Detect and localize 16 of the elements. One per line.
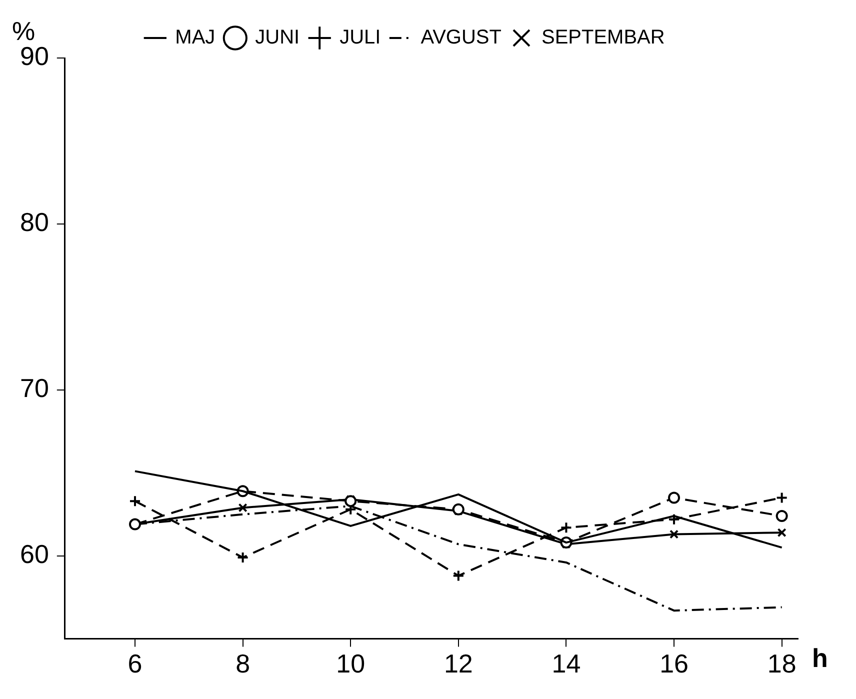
x-tick-label: 12 [444,648,473,679]
legend-label: SEPTEMBAR [541,26,665,49]
x-tick-label: 14 [552,648,581,679]
legend-label: AVGUST [420,26,502,49]
x-axis-title: h [812,642,828,673]
x-tick-label: 10 [336,648,366,679]
y-tick-label: 70 [20,373,49,404]
x-tick-label: 8 [236,648,250,679]
legend-label: JULI [340,26,381,49]
legend-label: JUNI [255,26,300,49]
x-tick-label: 16 [660,648,688,679]
legend-label: MAJ [175,26,216,49]
y-tick-label: 60 [20,539,49,569]
x-tick-label: 6 [128,648,142,679]
x-tick-label: 18 [767,648,796,679]
y-tick-label: 80 [20,207,49,238]
